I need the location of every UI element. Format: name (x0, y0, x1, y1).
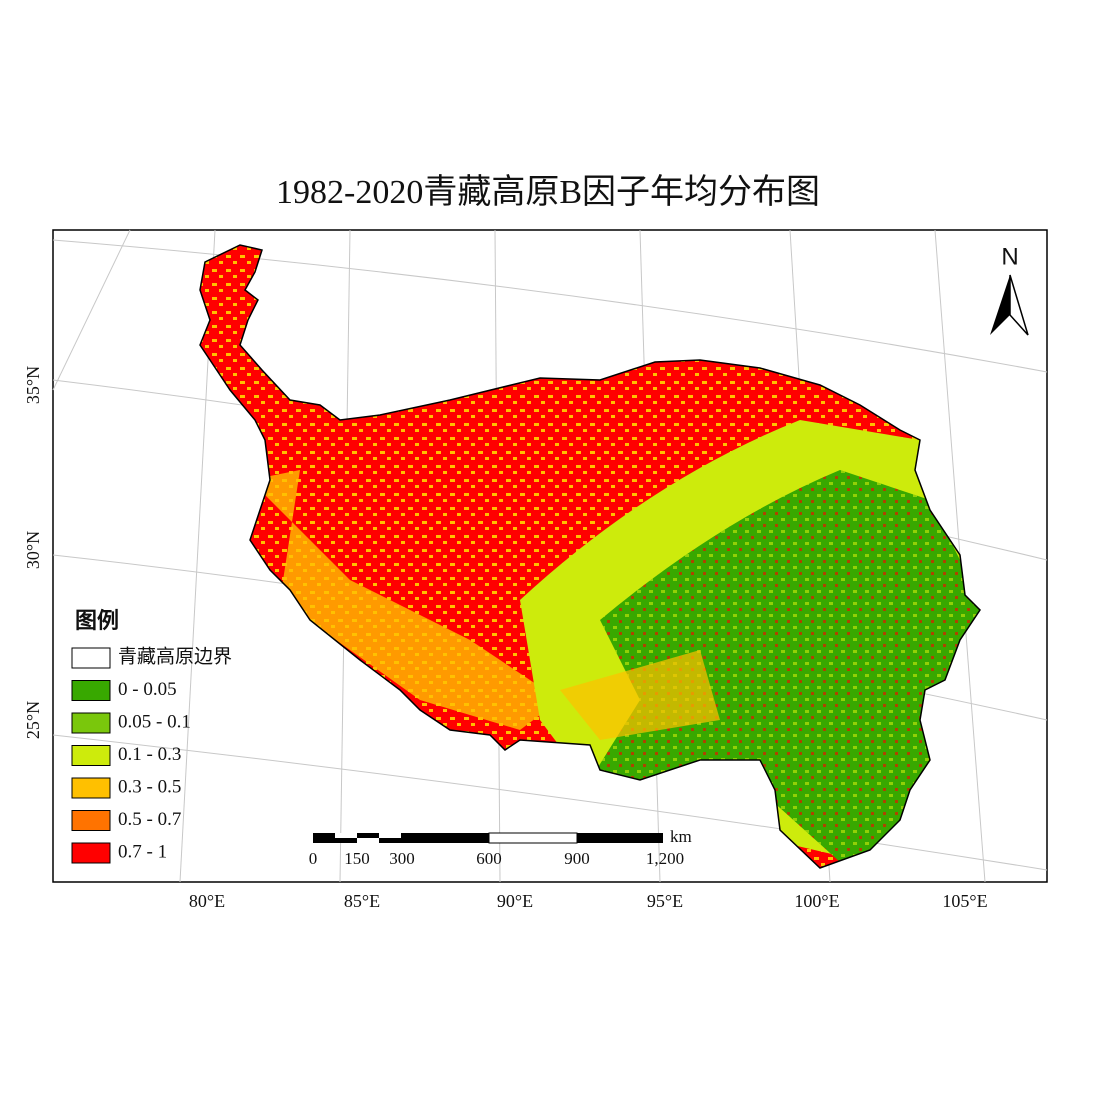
lon-label: 100°E (794, 891, 839, 911)
scale-label: 0 (309, 849, 318, 868)
legend-label: 0.5 - 0.7 (118, 809, 181, 830)
lon-label: 95°E (647, 891, 683, 911)
legend-label: 0.05 - 0.1 (118, 711, 191, 732)
plateau-boundary (199, 244, 981, 869)
legend-swatch (71, 680, 111, 701)
legend-swatch (71, 777, 111, 799)
lon-label: 80°E (189, 891, 225, 911)
legend-title: 图例 (75, 609, 119, 634)
lon-label: 105°E (942, 891, 987, 911)
lon-label: 85°E (344, 891, 380, 911)
scale-label: 1,200 (646, 849, 684, 868)
lon-label: 90°E (497, 891, 533, 911)
legend-swatch (71, 647, 111, 669)
legend-label: 0 - 0.05 (118, 679, 177, 700)
legend-label: 青藏高原边界 (118, 645, 232, 667)
scale-bar (313, 832, 663, 844)
legend-label: 0.7 - 1 (118, 841, 167, 862)
lat-label: 25°N (23, 701, 43, 739)
map-title: 1982-2020青藏高原B因子年均分布图 (276, 173, 820, 211)
labels: 35°N 30°N 25°N 80°E 85°E 90°E 95°E 100°E 105°E 图例… (23, 366, 987, 911)
legend-swatch (71, 810, 111, 831)
scale-unit: km (670, 827, 692, 846)
legend-swatch (71, 745, 111, 766)
lat-label: 30°N (23, 531, 43, 569)
scale-label: 900 (564, 849, 590, 868)
legend-label: 0.1 - 0.3 (118, 744, 181, 765)
north-label: N (1001, 243, 1018, 270)
legend-label: 0.3 - 0.5 (118, 776, 181, 797)
north-arrow: N (990, 243, 1029, 336)
legend-swatch (71, 712, 111, 734)
scale-label: 600 (476, 849, 502, 868)
legend-swatch (71, 842, 111, 864)
scale-label: 300 (389, 849, 415, 868)
scale-label: 150 (344, 849, 370, 868)
lat-label: 35°N (23, 366, 43, 404)
